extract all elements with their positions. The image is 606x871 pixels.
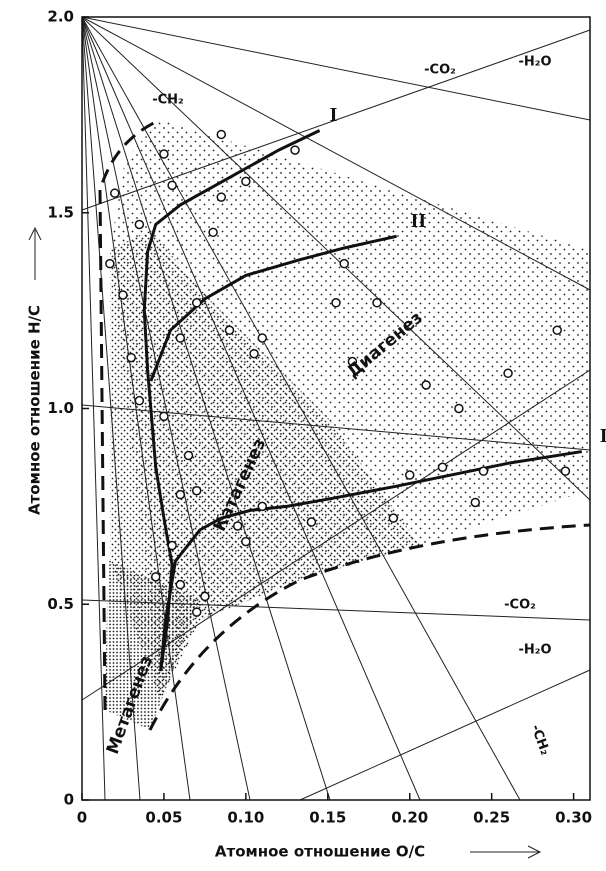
- data-point: [134, 395, 145, 406]
- annotation: -CH₂: [152, 93, 184, 108]
- data-point: [191, 607, 202, 617]
- data-point: [421, 380, 431, 390]
- y-axis-label: Атомное отношение H/C: [26, 305, 44, 515]
- data-point: [183, 450, 194, 461]
- x-tick-label: 0.20: [391, 809, 428, 827]
- regions: [105, 120, 590, 730]
- data-point: [224, 325, 235, 335]
- data-point: [331, 298, 341, 308]
- data-point: [232, 521, 243, 531]
- annotation: -H₂O: [518, 643, 551, 658]
- annotation: -H₂O: [518, 55, 551, 70]
- data-point: [404, 470, 415, 480]
- data-point: [126, 352, 136, 363]
- data-point: [339, 258, 349, 269]
- y-axis-arrow: [28, 226, 42, 280]
- data-point: [175, 579, 186, 590]
- iso-lines: [81, 16, 591, 801]
- boundaries: [98, 118, 591, 731]
- data-point: [167, 540, 177, 551]
- y-tick-label: 2.0: [47, 8, 74, 26]
- data-point: [159, 411, 169, 422]
- x-tick-label: 0.15: [309, 809, 346, 827]
- data-point: [454, 403, 464, 414]
- data-point: [306, 517, 317, 527]
- data-point: [257, 501, 268, 512]
- data-point: [437, 462, 448, 472]
- data-point: [200, 591, 210, 602]
- data-point: [191, 298, 202, 308]
- curve-label: III: [600, 425, 606, 447]
- curve: [159, 450, 583, 671]
- x-tick-label: 0: [77, 809, 87, 827]
- data-point: [105, 258, 115, 269]
- data-point: [167, 180, 177, 191]
- x-tick-label: 0.10: [227, 809, 264, 827]
- data-point: [347, 356, 358, 367]
- data-point: [503, 368, 513, 379]
- data-point: [118, 290, 128, 300]
- data-point: [249, 348, 259, 359]
- data-point: [150, 572, 161, 582]
- data-point: [208, 227, 218, 238]
- data-point: [241, 176, 251, 187]
- data-point: [552, 325, 562, 335]
- x-tick-label: 0.05: [145, 809, 182, 827]
- x-axis-arrow: [470, 845, 542, 859]
- data-point: [290, 145, 300, 155]
- data-point: [134, 219, 145, 230]
- x-tick-label: 0.25: [473, 809, 510, 827]
- curve-label: II: [411, 210, 427, 232]
- data-point: [257, 333, 268, 343]
- data-point: [470, 497, 481, 508]
- y-tick-label: 1.5: [47, 203, 74, 221]
- data-point: [388, 513, 399, 523]
- data-point: [216, 129, 227, 140]
- annotation: -CH₂: [528, 723, 553, 758]
- annotation: -CO₂: [424, 63, 456, 78]
- x-axis-label: Атомное отношение O/C: [215, 843, 425, 861]
- data-point: [175, 333, 186, 343]
- data-point: [560, 466, 571, 476]
- curve: [149, 234, 397, 382]
- data-point: [241, 536, 251, 547]
- data-point: [175, 489, 186, 500]
- data-point: [191, 485, 202, 496]
- y-tick-label: 1.0: [47, 399, 74, 417]
- data-point: [478, 466, 489, 476]
- curve-label: I: [330, 104, 338, 126]
- data-point: [110, 188, 120, 198]
- y-tick-label: 0.5: [47, 595, 74, 613]
- y-tick-label: 0: [64, 791, 74, 809]
- data-point: [372, 298, 382, 308]
- data-point: [216, 192, 227, 202]
- x-tick-label: 0.30: [555, 809, 592, 827]
- annotation: -CO₂: [504, 598, 536, 613]
- data-point: [159, 149, 169, 159]
- curve: [142, 129, 321, 672]
